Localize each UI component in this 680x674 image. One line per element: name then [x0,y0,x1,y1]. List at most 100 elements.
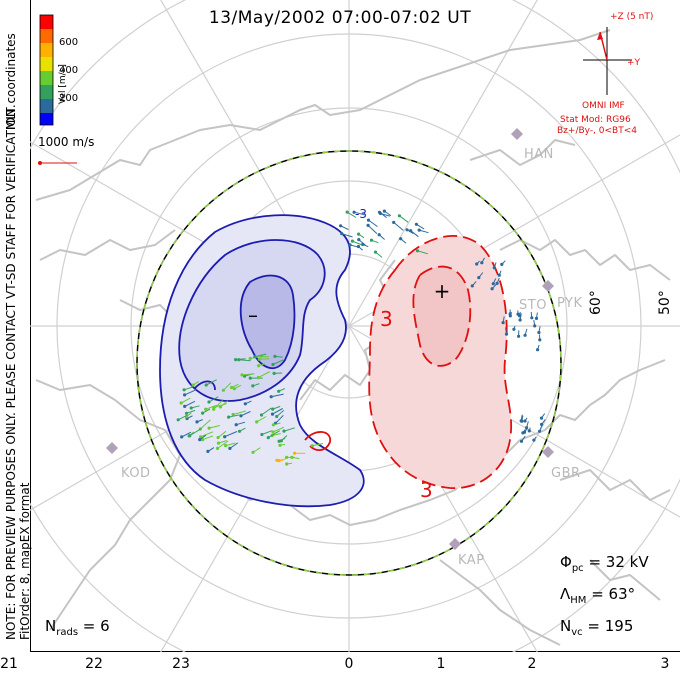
velocity-vector [536,312,538,319]
latitude-label-60: 60° [588,290,604,315]
velocity-vector [254,353,267,358]
velocity-vector [358,239,367,247]
velocity-vector [213,400,223,410]
imf-dial [583,27,632,95]
lambda-hm-subscript: HM [570,595,587,606]
velocity-vector [240,411,251,417]
velocity-vector [228,414,240,418]
velocity-vector [276,409,285,417]
velocity-vector [417,250,428,255]
velocity-vector [184,400,196,407]
velocity-vector [505,327,507,335]
phi-pc-subscript: pc [571,563,584,574]
velocity-vector [273,422,281,426]
imf-model: Stat Mod: RG96 [560,115,631,125]
velocity-vector [393,222,404,231]
velocity-vector [519,311,521,316]
cross-polar-potential: Φpc = 32 kV [560,553,649,574]
velocity-vector [349,244,358,248]
velocity-vector [199,419,211,430]
velocity-vector [521,415,524,422]
n-rads-subscript: rads [56,627,79,638]
velocity-vector [208,396,219,403]
station-label-sto: STO [519,298,547,313]
velocity-vector [202,408,211,414]
velocity-vector [533,436,537,441]
colorbar-tick: 200 [59,93,79,104]
velocity-vector [245,400,252,405]
velocity-vector [367,225,378,234]
velocity-vector [358,233,365,239]
hm-boundary-dash [136,150,562,576]
velocity-vector [186,409,196,414]
velocity-vector [399,215,409,223]
fit-order-note: FitOrder: 8, mapEX format [18,482,32,640]
velocity-vector [199,434,207,441]
velocity-vector [241,373,255,376]
velocity-vector [521,435,526,442]
velocity-vector [196,419,203,423]
vector-origin [530,316,534,320]
velocity-vector [224,431,238,438]
velocity-vector [419,229,429,234]
velocity-vector [239,427,246,432]
velocity-vector [177,414,188,421]
velocity-vector [279,443,285,446]
velocity-vector [234,384,242,390]
vector-origin [533,324,537,328]
imf-bz-label: +Z (5 nT) [610,12,654,22]
velocity-vector [278,388,286,392]
mlt-tick: 1 [436,656,446,672]
velocity-vectors [176,209,546,466]
velocity-vector [476,260,480,265]
latitude-label-50: 50° [657,290,673,315]
velocity-vector [223,382,232,391]
velocity-vector [353,211,367,216]
station-marker-kod [106,442,118,454]
velocity-vector [498,270,502,276]
velocity-vector [492,278,497,284]
vector-origin [352,210,356,214]
velocity-vector [375,251,383,258]
velocity-vector [186,415,193,419]
velocity-vector [533,319,536,326]
vector-origin [538,338,542,342]
velocity-vector [491,284,497,290]
n-rads-symbol: N [45,617,57,635]
velocity-vector [271,393,284,398]
contour-label: 3 [380,307,393,331]
velocity-vector [261,430,273,435]
n-vc-subscript: vc [571,627,583,638]
velocity-vector [539,425,543,432]
velocity-vector [191,405,200,409]
velocity-vector [371,239,379,244]
velocity-vector [275,414,284,424]
velocity-vector [481,257,485,263]
velocity-vector [231,383,239,388]
velocity-vector [312,443,324,447]
velocity-vector [524,428,528,433]
station-label-kod: KOD [121,466,151,481]
vector-origin [415,249,420,253]
mlt-tick: 0 [344,656,354,672]
velocity-vector [220,400,229,408]
velocity-vector [501,260,506,265]
velocity-scale-label: 1000 m/s [38,135,95,149]
station-marker-kap [449,538,461,550]
velocity-vector [252,383,260,387]
velocity-vector [471,281,477,287]
velocity-vector [368,219,378,228]
velocity-vector [524,417,528,422]
potential-min-symbol: – [248,303,258,327]
velocity-vector [200,431,214,438]
vector-origin [253,355,257,359]
velocity-vector [184,388,198,396]
vector-origin [234,423,238,427]
velocity-vector [225,442,236,447]
colorbar-tick: 400 [59,65,79,76]
velocity-vector [183,386,193,391]
velocity-vector [478,272,484,278]
velocity-vector [286,462,293,465]
colorbar-tick: 600 [59,37,79,48]
mlt-tick: 2 [527,656,537,672]
